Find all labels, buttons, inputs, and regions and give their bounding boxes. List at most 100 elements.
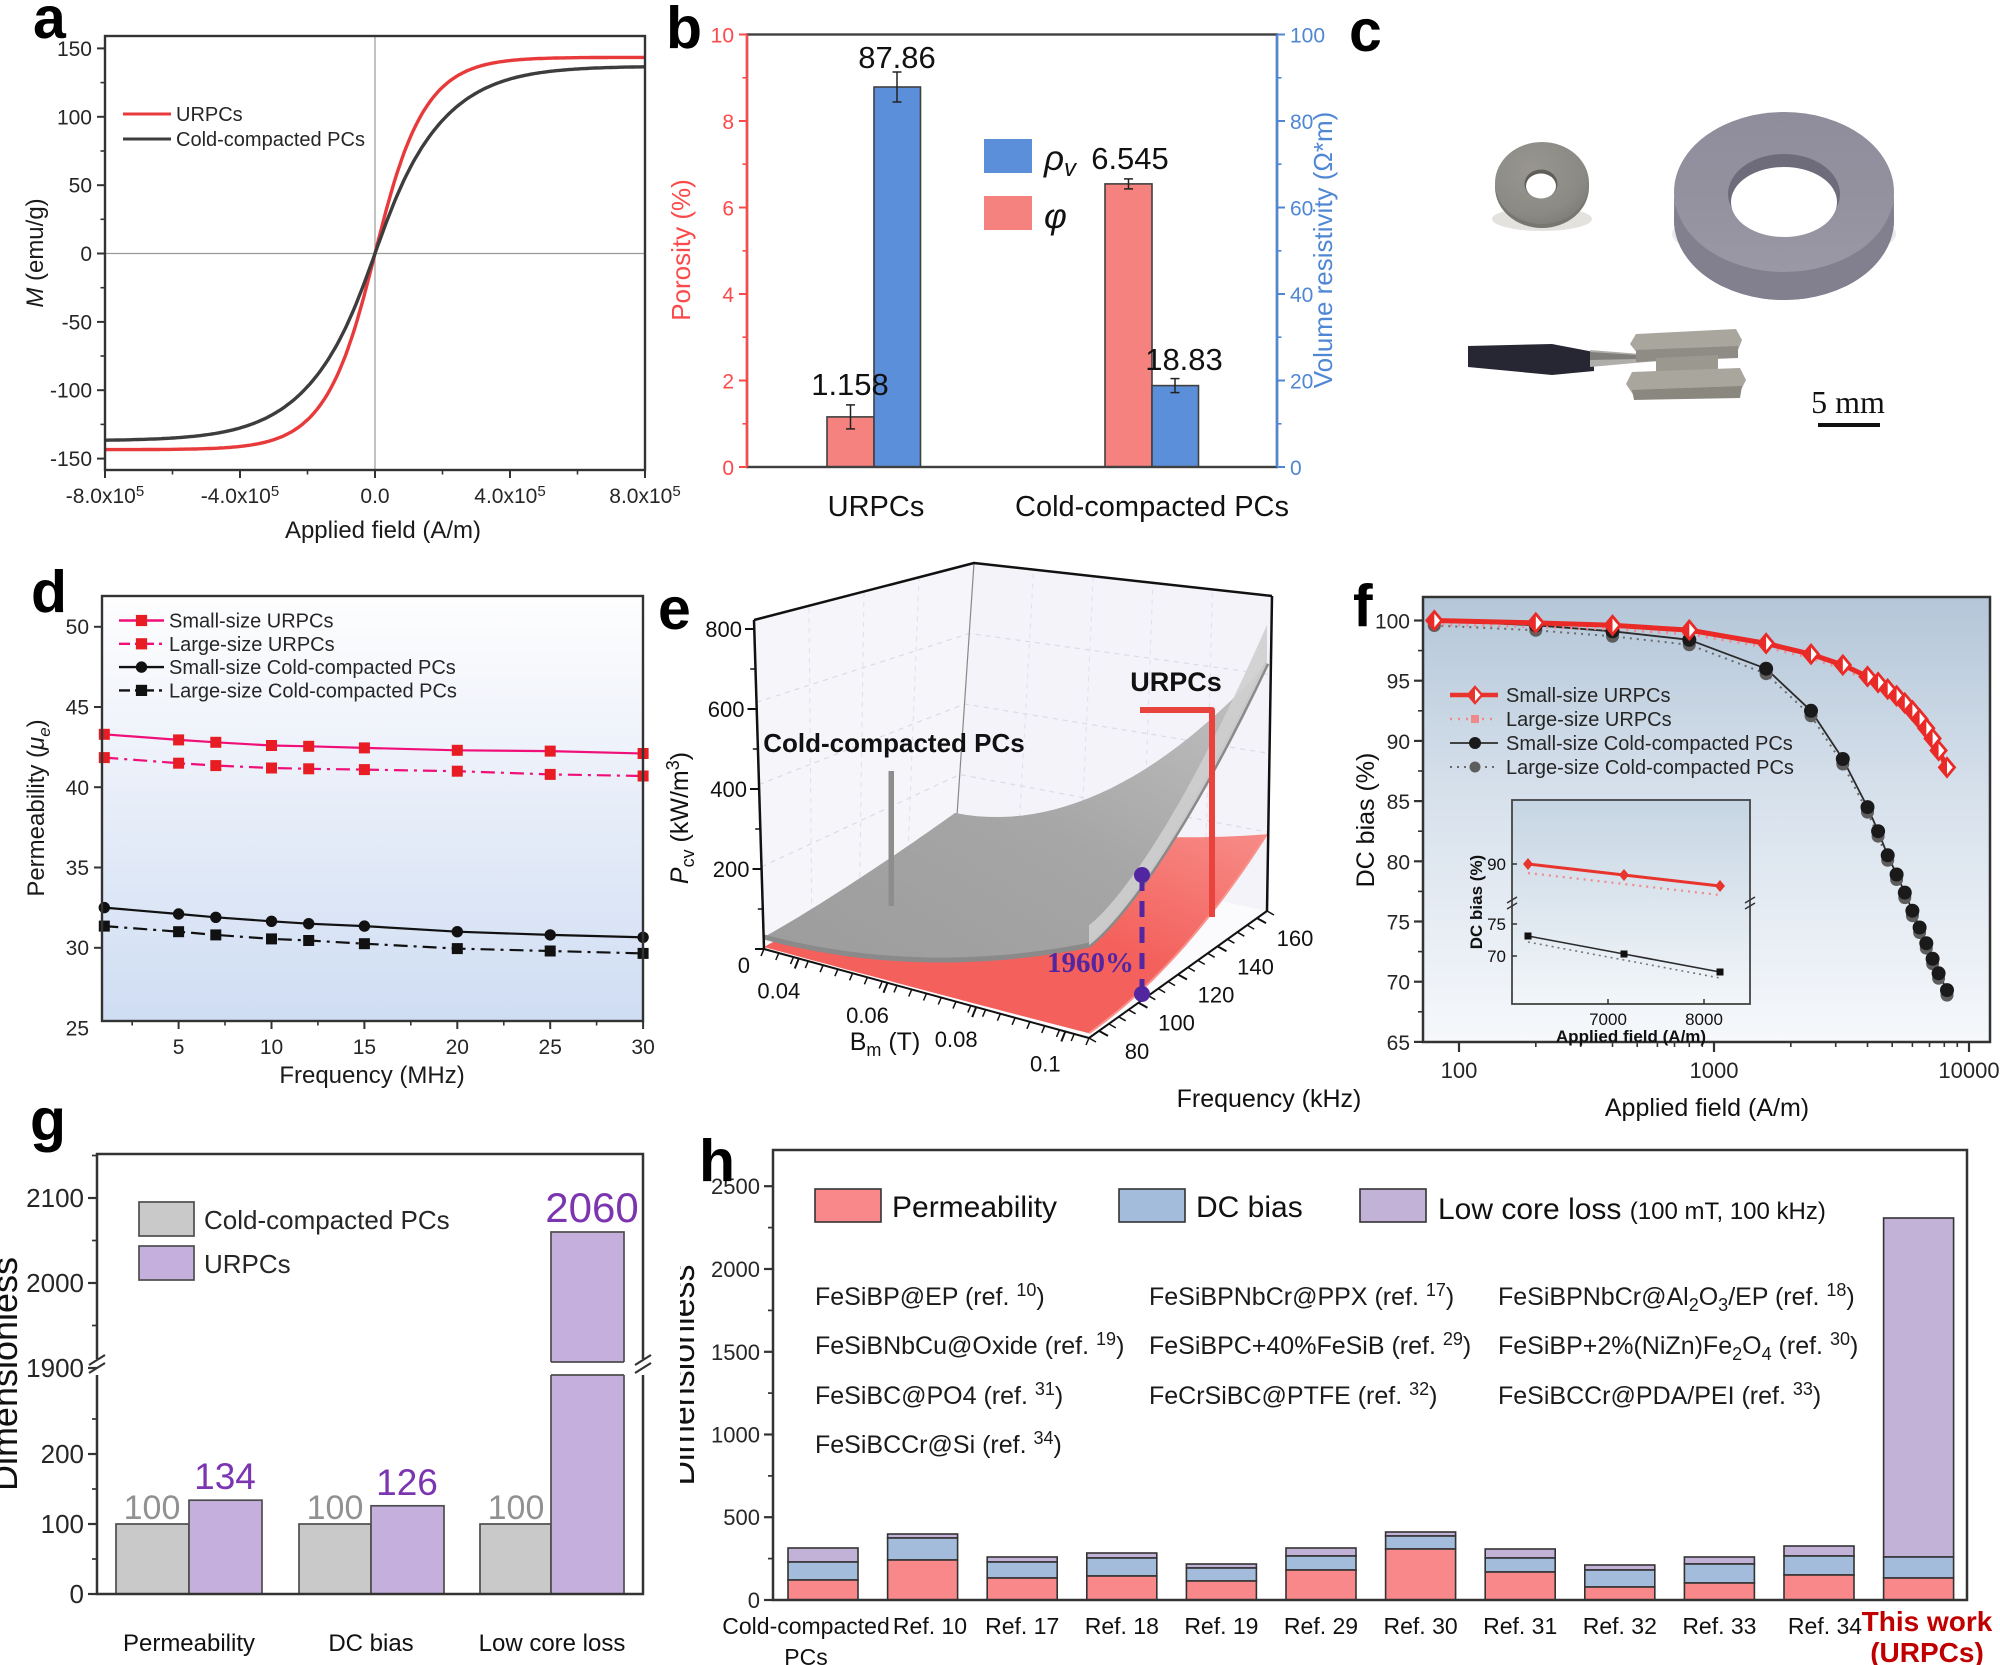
svg-text:Pcv (kW/m3): Pcv (kW/m3) [663, 752, 698, 884]
svg-text:140: 140 [1237, 954, 1274, 979]
svg-text:f: f [1353, 573, 1373, 639]
svg-text:800: 800 [705, 617, 742, 642]
svg-text:Applied field (A/m): Applied field (A/m) [285, 517, 481, 544]
svg-text:DC bias: DC bias [328, 1630, 413, 1657]
svg-text:FeSiBP+2%(NiZn)Fe2O4 (ref. 30): FeSiBP+2%(NiZn)Fe2O4 (ref. 30) [1498, 1329, 1858, 1364]
svg-text:Ref. 29: Ref. 29 [1284, 1613, 1358, 1639]
svg-text:0: 0 [738, 953, 750, 978]
svg-text:400: 400 [710, 777, 747, 802]
svg-text:95: 95 [1387, 671, 1410, 694]
svg-text:b: b [666, 0, 702, 61]
svg-text:g: g [30, 1087, 66, 1153]
svg-text:2: 2 [722, 371, 734, 394]
svg-text:100: 100 [307, 1489, 364, 1527]
svg-text:40: 40 [1290, 284, 1313, 307]
svg-text:500: 500 [723, 1505, 760, 1530]
svg-text:Small-size Cold-compacted PCs: Small-size Cold-compacted PCs [169, 657, 456, 679]
svg-text:Permeability: Permeability [892, 1191, 1057, 1224]
svg-text:100: 100 [488, 1489, 545, 1527]
svg-text:FeSiBPNbCr@PPX (ref. 17): FeSiBPNbCr@PPX (ref. 17) [1149, 1280, 1454, 1311]
svg-text:70: 70 [1487, 947, 1506, 966]
svg-text:Applied field (A/m): Applied field (A/m) [1605, 1094, 1809, 1122]
svg-text:This work: This work [1862, 1606, 1993, 1637]
svg-text:Frequency (MHz): Frequency (MHz) [279, 1062, 464, 1089]
svg-text:-150: -150 [50, 448, 92, 471]
svg-text:0: 0 [80, 243, 92, 266]
svg-text:-50: -50 [62, 311, 92, 334]
svg-text:Ref. 31: Ref. 31 [1483, 1613, 1557, 1639]
svg-text:FeSiBC@PO4 (ref. 31): FeSiBC@PO4 (ref. 31) [815, 1379, 1063, 1410]
svg-text:a: a [33, 0, 67, 51]
svg-text:FeSiBCCr@PDA/PEI (ref. 33): FeSiBCCr@PDA/PEI (ref. 33) [1498, 1379, 1821, 1410]
svg-text:15: 15 [353, 1036, 376, 1059]
svg-text:Cold-compacted PCs: Cold-compacted PCs [176, 129, 365, 151]
svg-text:40: 40 [66, 777, 89, 800]
svg-text:4.0x105: 4.0x105 [474, 483, 545, 508]
svg-text:2100: 2100 [26, 1183, 84, 1213]
svg-text:10000: 10000 [1938, 1058, 1999, 1083]
svg-text:85: 85 [1387, 791, 1410, 814]
svg-text:30: 30 [66, 937, 89, 960]
svg-text:1960%: 1960% [1047, 947, 1134, 979]
svg-text:Volume resistivity (Ω*m): Volume resistivity (Ω*m) [1308, 112, 1338, 389]
svg-text:Small-size Cold-compacted PCs: Small-size Cold-compacted PCs [1506, 733, 1793, 755]
svg-text:Dimensionless: Dimensionless [680, 1264, 702, 1485]
svg-text:2500: 2500 [711, 1174, 760, 1199]
svg-text:Bm (T): Bm (T) [850, 1028, 921, 1060]
svg-text:Large-size URPCs: Large-size URPCs [1506, 709, 1672, 731]
svg-text:0.1: 0.1 [1030, 1052, 1061, 1077]
svg-text:75: 75 [1387, 912, 1410, 935]
svg-text:8000: 8000 [1685, 1010, 1723, 1029]
svg-text:Small-size URPCs: Small-size URPCs [169, 611, 333, 633]
svg-text:ρv: ρv [1043, 139, 1078, 182]
svg-text:Ref. 34: Ref. 34 [1788, 1613, 1862, 1639]
svg-text:0.0: 0.0 [360, 485, 389, 508]
svg-text:Applied field (A/m): Applied field (A/m) [1556, 1027, 1706, 1046]
svg-text:FeSiBPC+40%FeSiB (ref. 29): FeSiBPC+40%FeSiB (ref. 29) [1149, 1329, 1471, 1360]
svg-text:45: 45 [66, 697, 89, 720]
svg-text:90: 90 [1387, 731, 1410, 754]
svg-text:0.06: 0.06 [846, 1003, 889, 1028]
svg-text:90: 90 [1487, 855, 1506, 874]
svg-text:200: 200 [41, 1439, 84, 1469]
svg-text:0: 0 [722, 457, 734, 480]
svg-text:0: 0 [1290, 457, 1302, 480]
svg-text:2000: 2000 [26, 1268, 84, 1298]
svg-text:φ: φ [1044, 197, 1067, 236]
svg-text:10: 10 [260, 1036, 283, 1059]
svg-text:65: 65 [1387, 1032, 1410, 1055]
svg-text:100: 100 [41, 1509, 84, 1539]
svg-text:87.86: 87.86 [858, 40, 936, 75]
svg-text:70: 70 [1387, 972, 1410, 995]
svg-text:200: 200 [713, 857, 750, 882]
svg-text:5: 5 [173, 1036, 185, 1059]
svg-text:600: 600 [708, 697, 745, 722]
svg-text:M (emu/g): M (emu/g) [22, 198, 49, 307]
svg-text:Large-size Cold-compacted PCs: Large-size Cold-compacted PCs [169, 680, 457, 702]
svg-text:20: 20 [446, 1036, 469, 1059]
svg-text:1.158: 1.158 [811, 367, 889, 402]
svg-text:1000: 1000 [1690, 1058, 1739, 1083]
svg-text:Dimensionless: Dimensionless [0, 1257, 25, 1491]
svg-text:100: 100 [1158, 1011, 1195, 1036]
svg-text:Cold-compacted PCs: Cold-compacted PCs [1015, 491, 1289, 523]
svg-text:30: 30 [631, 1036, 654, 1059]
svg-text:FeSiBNbCu@Oxide (ref. 19): FeSiBNbCu@Oxide (ref. 19) [815, 1329, 1124, 1360]
svg-text:50: 50 [66, 616, 89, 639]
svg-text:Cold-compacted PCs: Cold-compacted PCs [763, 728, 1025, 758]
svg-text:Large-size URPCs: Large-size URPCs [169, 634, 335, 656]
svg-text:10: 10 [711, 25, 734, 48]
svg-text:134: 134 [194, 1456, 256, 1497]
svg-text:25: 25 [66, 1018, 89, 1041]
svg-text:1500: 1500 [711, 1340, 760, 1365]
svg-text:Porosity (%): Porosity (%) [666, 179, 696, 321]
svg-text:FeCrSiBC@PTFE (ref. 32): FeCrSiBC@PTFE (ref. 32) [1149, 1379, 1437, 1410]
svg-text:Permeability: Permeability [123, 1630, 255, 1657]
svg-text:0.08: 0.08 [935, 1027, 978, 1052]
svg-text:Frequency (kHz): Frequency (kHz) [1177, 1085, 1362, 1113]
svg-text:1000: 1000 [711, 1423, 760, 1448]
svg-text:Ref. 19: Ref. 19 [1184, 1613, 1258, 1639]
svg-text:(URPCs): (URPCs) [1870, 1637, 1984, 1665]
svg-text:50: 50 [69, 175, 92, 198]
svg-text:8.0x105: 8.0x105 [609, 483, 680, 508]
